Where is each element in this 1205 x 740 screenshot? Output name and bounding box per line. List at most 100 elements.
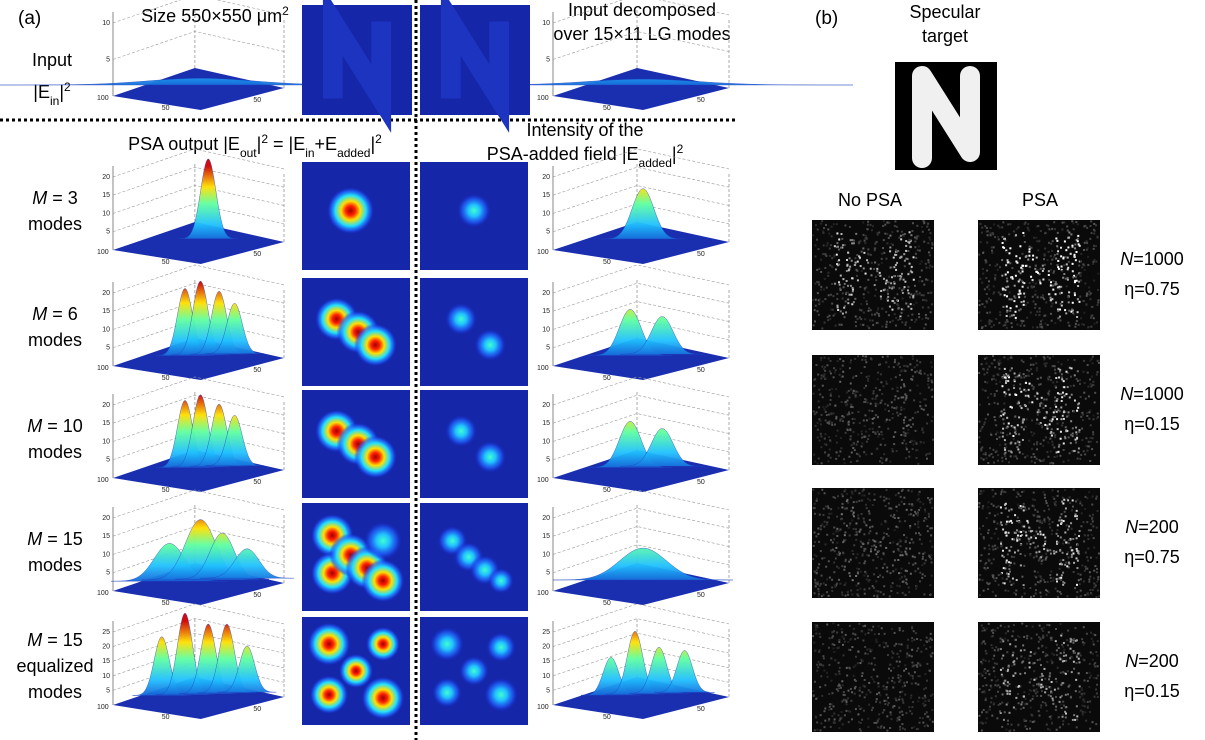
speckle <box>889 321 891 323</box>
speckle <box>1054 365 1056 367</box>
speckle <box>925 300 927 302</box>
speckle <box>1079 661 1081 663</box>
speckle <box>986 363 988 365</box>
speckle <box>1067 296 1069 298</box>
speckle <box>989 512 991 514</box>
speckle <box>916 449 918 451</box>
speckle <box>985 652 987 654</box>
speckle <box>1021 407 1023 409</box>
speckle <box>817 583 819 585</box>
speckle <box>1087 534 1089 536</box>
speckle <box>1020 650 1022 652</box>
speckle <box>895 568 897 570</box>
speckle <box>891 300 893 302</box>
speckle <box>902 489 904 491</box>
speckle <box>1078 535 1080 537</box>
speckle <box>1060 635 1062 637</box>
speckle <box>1026 625 1028 627</box>
speckle <box>828 414 830 416</box>
speckle <box>1076 537 1078 539</box>
speckle <box>891 401 893 403</box>
speckle <box>921 226 923 228</box>
speckle <box>1018 507 1020 509</box>
speckle <box>990 227 992 229</box>
speckle <box>1088 418 1090 420</box>
speckle <box>1090 383 1092 385</box>
speckle <box>832 643 834 645</box>
speckle <box>854 638 856 640</box>
speckle <box>826 287 828 289</box>
speckle <box>904 286 906 288</box>
speckle <box>855 233 857 235</box>
speckle <box>1007 553 1009 555</box>
speckle <box>874 664 876 666</box>
speckle <box>812 635 814 637</box>
speckle <box>914 366 916 368</box>
speckle <box>865 359 867 361</box>
speckle <box>1054 322 1056 324</box>
speckle <box>841 565 843 567</box>
speckle <box>990 701 992 703</box>
speckle <box>1036 311 1038 313</box>
speckle <box>1081 564 1083 566</box>
speckle <box>1015 708 1017 710</box>
speckle <box>1001 410 1003 412</box>
speckle <box>994 533 996 535</box>
speckle <box>1065 706 1067 708</box>
speckle <box>868 662 870 664</box>
speckle <box>832 647 834 649</box>
speckle <box>925 323 927 325</box>
speckle <box>904 233 906 235</box>
speckle <box>1045 301 1047 303</box>
speckle <box>863 550 865 552</box>
speckle <box>857 589 859 591</box>
speckle <box>887 645 889 647</box>
speckle <box>853 242 855 244</box>
speckle <box>864 646 866 648</box>
speckle <box>919 370 921 372</box>
speckle <box>912 448 914 450</box>
speckle <box>1044 581 1046 583</box>
speckle <box>910 513 912 515</box>
speckle <box>915 430 917 432</box>
speckle <box>984 547 986 549</box>
speckle <box>910 695 912 697</box>
speckle <box>1071 554 1073 556</box>
speckle <box>927 242 929 244</box>
speckle <box>995 506 997 508</box>
speckle <box>1004 638 1006 640</box>
speckle <box>1002 577 1004 579</box>
speckle <box>921 564 923 566</box>
speckle <box>994 416 996 418</box>
speckle <box>821 489 823 491</box>
speckle <box>851 242 853 244</box>
speckle <box>860 541 862 543</box>
speckle <box>815 629 817 631</box>
speckle <box>1084 534 1086 536</box>
speckle <box>1022 422 1024 424</box>
speckle <box>814 681 816 683</box>
speckle <box>1034 652 1036 654</box>
speckle <box>1083 698 1085 700</box>
speckle <box>814 283 816 285</box>
speckle <box>1039 592 1041 594</box>
speckle <box>1096 655 1098 657</box>
speckle <box>1015 311 1017 313</box>
speckle <box>875 397 877 399</box>
speckle <box>1016 658 1018 660</box>
speckle <box>1002 428 1004 430</box>
speckle <box>1011 298 1013 300</box>
speckle <box>1047 550 1049 552</box>
speckle <box>993 667 995 669</box>
speckle <box>1026 543 1028 545</box>
speckle <box>896 262 898 264</box>
speckle <box>1050 450 1052 452</box>
speckle <box>1084 382 1086 384</box>
speckle <box>832 541 834 543</box>
speckle <box>1010 357 1012 359</box>
speckle <box>899 661 901 663</box>
speckle <box>1096 557 1098 559</box>
speckle <box>896 653 898 655</box>
speckle <box>819 585 821 587</box>
speckle <box>1020 535 1022 537</box>
